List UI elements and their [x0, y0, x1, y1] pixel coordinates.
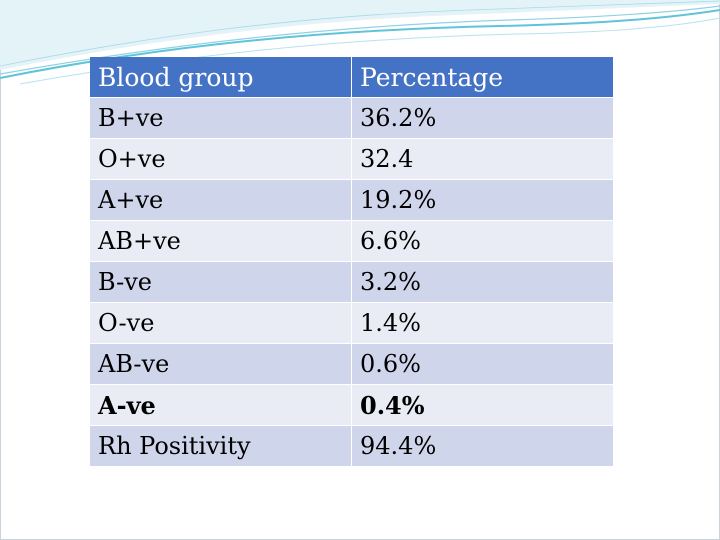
blood-group-cell: B-ve [90, 262, 352, 303]
table-row: AB-ve 0.6% [90, 344, 614, 385]
percentage-cell: 0.6% [352, 344, 614, 385]
percentage-cell: 3.2% [352, 262, 614, 303]
table-row: Rh Positivity 94.4% [90, 426, 614, 467]
table-row: B+ve 36.2% [90, 98, 614, 139]
percentage-cell: 94.4% [352, 426, 614, 467]
percentage-cell: 1.4% [352, 303, 614, 344]
percentage-cell: 19.2% [352, 180, 614, 221]
blood-group-cell: O+ve [90, 139, 352, 180]
blood-group-cell: O-ve [90, 303, 352, 344]
header-wave-decoration [0, 0, 720, 85]
blood-group-cell: B+ve [90, 98, 352, 139]
table-row: B-ve 3.2% [90, 262, 614, 303]
blood-group-table: Blood group Percentage B+ve 36.2% O+ve 3… [90, 57, 614, 467]
table-row: A-ve 0.4% [90, 385, 614, 426]
table-row: AB+ve 6.6% [90, 221, 614, 262]
header-percentage: Percentage [352, 57, 614, 98]
blood-group-cell: A+ve [90, 180, 352, 221]
blood-group-cell: AB-ve [90, 344, 352, 385]
percentage-cell: 6.6% [352, 221, 614, 262]
blood-group-cell: Rh Positivity [90, 426, 352, 467]
percentage-cell: 0.4% [352, 385, 614, 426]
table-row: A+ve 19.2% [90, 180, 614, 221]
percentage-cell: 36.2% [352, 98, 614, 139]
blood-group-cell: A-ve [90, 385, 352, 426]
table-header-row: Blood group Percentage [90, 57, 614, 98]
table-row: O+ve 32.4 [90, 139, 614, 180]
percentage-cell: 32.4 [352, 139, 614, 180]
header-blood-group: Blood group [90, 57, 352, 98]
table-row: O-ve 1.4% [90, 303, 614, 344]
blood-group-cell: AB+ve [90, 221, 352, 262]
